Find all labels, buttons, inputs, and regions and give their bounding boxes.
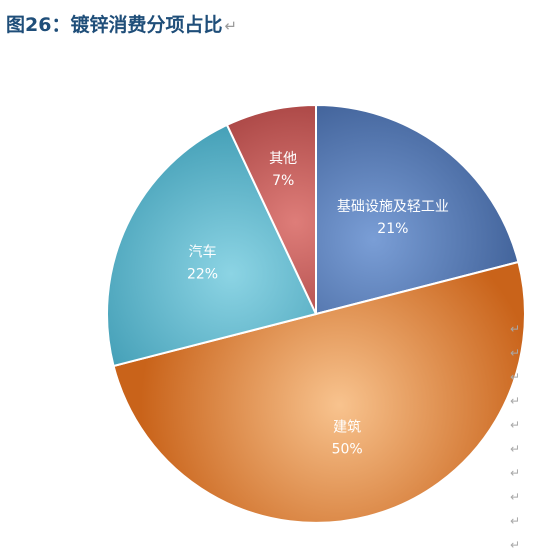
return-mark-icon: ↵ (224, 17, 238, 35)
figure-title-text: 图26：镀锌消费分项占比 (6, 14, 223, 36)
slice-value-1: 50% (332, 441, 363, 457)
return-mark-icon: ↵ (510, 346, 521, 360)
slice-label-0: 基础设施及轻工业 (337, 198, 449, 215)
slice-value-3: 7% (272, 173, 294, 189)
slice-label-2: 汽车 (189, 244, 217, 261)
return-mark-icon: ↵ (510, 322, 521, 336)
pie-slices (106, 103, 526, 524)
slice-value-0: 21% (377, 221, 408, 237)
slice-label-1: 建筑 (333, 419, 361, 435)
return-mark-icon: ↵ (510, 394, 521, 408)
return-mark-icon: ↵ (510, 370, 521, 384)
return-mark-icon: ↵ (510, 514, 521, 528)
pie-slice-3 (225, 103, 317, 315)
figure-title: 图26：镀锌消费分项占比 ↵ (6, 10, 237, 37)
return-mark-icon: ↵ (510, 538, 521, 552)
slice-value-2: 22% (187, 267, 218, 283)
slice-label-3: 其他 (269, 151, 297, 167)
return-mark-icon: ↵ (510, 490, 521, 504)
return-mark-icon: ↵ (510, 442, 521, 456)
pie-slice-1 (112, 260, 526, 524)
pie-labels: 基础设施及轻工业 21% 建筑 50% 汽车 22% 其他 7% (187, 151, 449, 457)
return-mark-icon: ↵ (510, 418, 521, 432)
return-mark-icon: ↵ (510, 466, 521, 480)
pie-slice-2 (106, 123, 318, 368)
pie-slice-0 (315, 103, 520, 316)
